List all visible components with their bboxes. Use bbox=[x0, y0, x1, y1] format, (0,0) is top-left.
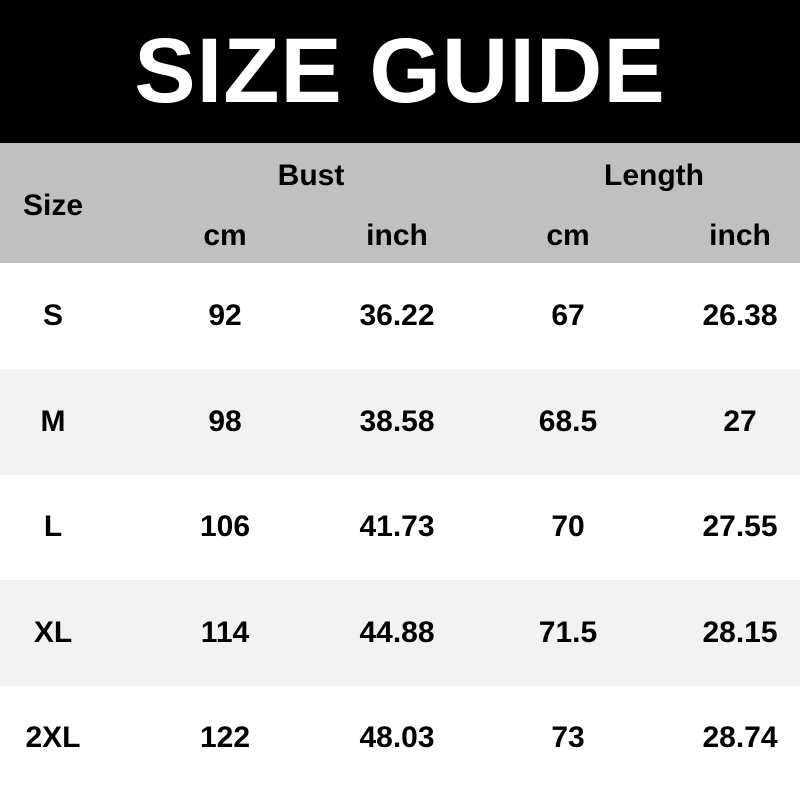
cell-bust-inch: 41.73 bbox=[359, 510, 435, 543]
header-size: Size bbox=[22, 189, 84, 222]
cell-bust-cm: 114 bbox=[200, 615, 250, 649]
cell-length-inch: 27 bbox=[723, 404, 757, 438]
cell-length-cm: 68.5 bbox=[538, 404, 598, 438]
cell-length-cm: 73 bbox=[551, 721, 585, 754]
cell-length-inch: 26.38 bbox=[702, 299, 778, 332]
cell-bust-cm: 92 bbox=[208, 299, 242, 332]
cell-size: XL bbox=[33, 615, 73, 649]
header-bust: Bust bbox=[277, 159, 345, 192]
table-row: XL 114 44.88 71.5 28.15 bbox=[0, 579, 800, 686]
cell-size: S bbox=[42, 299, 64, 332]
table-row: L 106 41.73 70 27.55 bbox=[0, 474, 800, 580]
table-header: Size Bust Length cm inch cm inch bbox=[0, 143, 800, 263]
cell-bust-cm: 106 bbox=[199, 510, 251, 543]
cell-size: L bbox=[43, 510, 63, 543]
table-row: S 92 36.22 67 26.38 bbox=[0, 263, 800, 369]
header-bust-inch: inch bbox=[366, 219, 428, 252]
cell-bust-inch: 44.88 bbox=[359, 615, 435, 649]
cell-size: M bbox=[40, 404, 66, 438]
cell-length-cm: 67 bbox=[551, 299, 585, 332]
cell-size: 2XL bbox=[25, 721, 81, 754]
cell-bust-inch: 38.58 bbox=[359, 404, 435, 438]
cell-bust-cm: 122 bbox=[199, 721, 251, 754]
cell-length-inch: 27.55 bbox=[702, 510, 778, 543]
header-length-inch: inch bbox=[709, 219, 771, 252]
cell-length-inch: 28.74 bbox=[702, 721, 778, 754]
page-title: SIZE GUIDE bbox=[0, 0, 800, 143]
cell-bust-cm: 98 bbox=[208, 404, 242, 438]
cell-length-cm: 71.5 bbox=[538, 615, 598, 649]
table-row: M 98 38.58 68.5 27 bbox=[0, 368, 800, 475]
cell-length-cm: 70 bbox=[551, 510, 585, 543]
header-length: Length bbox=[604, 159, 704, 192]
cell-length-inch: 28.15 bbox=[702, 615, 778, 649]
header-length-cm: cm bbox=[546, 219, 590, 252]
cell-bust-inch: 36.22 bbox=[359, 299, 435, 332]
cell-bust-inch: 48.03 bbox=[359, 721, 435, 754]
header-bust-cm: cm bbox=[203, 219, 247, 252]
table-row: 2XL 122 48.03 73 28.74 bbox=[0, 685, 800, 791]
